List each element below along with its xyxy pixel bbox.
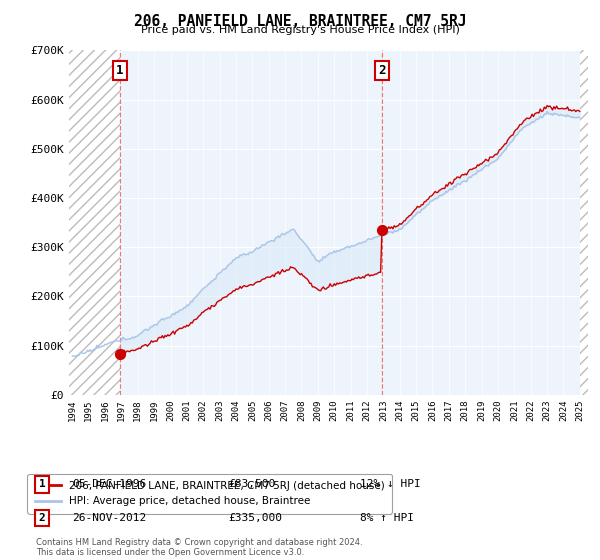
Text: Contains HM Land Registry data © Crown copyright and database right 2024.
This d: Contains HM Land Registry data © Crown c… (36, 538, 362, 557)
Legend: 206, PANFIELD LANE, BRAINTREE, CM7 5RJ (detached house), HPI: Average price, det: 206, PANFIELD LANE, BRAINTREE, CM7 5RJ (… (28, 474, 392, 514)
Point (377, 226, 386, 235)
Text: Price paid vs. HM Land Registry's House Price Index (HPI): Price paid vs. HM Land Registry's House … (140, 25, 460, 35)
Text: 1: 1 (116, 64, 124, 77)
Bar (69, 50, 120, 395)
Text: 1: 1 (38, 479, 46, 489)
Text: 12% ↓ HPI: 12% ↓ HPI (360, 479, 421, 489)
Bar (580, 50, 588, 395)
Text: 8% ↑ HPI: 8% ↑ HPI (360, 513, 414, 523)
Text: £83,500: £83,500 (228, 479, 275, 489)
Text: 2: 2 (38, 513, 46, 523)
Text: 26-NOV-2012: 26-NOV-2012 (72, 513, 146, 523)
Text: 2: 2 (378, 64, 385, 77)
Text: £335,000: £335,000 (228, 513, 282, 523)
Text: 05-DEC-1996: 05-DEC-1996 (72, 479, 146, 489)
Point (115, 349, 125, 358)
Text: 206, PANFIELD LANE, BRAINTREE, CM7 5RJ: 206, PANFIELD LANE, BRAINTREE, CM7 5RJ (134, 14, 466, 29)
